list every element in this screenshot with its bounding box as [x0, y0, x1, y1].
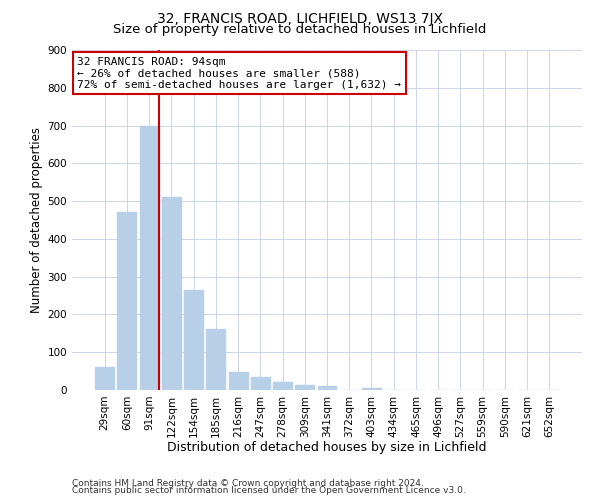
Bar	[229, 372, 248, 390]
Bar	[162, 198, 181, 390]
Text: Contains HM Land Registry data © Crown copyright and database right 2024.: Contains HM Land Registry data © Crown c…	[72, 478, 424, 488]
Bar	[118, 212, 136, 390]
Text: Contains public sector information licensed under the Open Government Licence v3: Contains public sector information licen…	[72, 486, 466, 495]
Bar	[95, 368, 114, 390]
Bar	[184, 290, 203, 390]
Bar	[251, 377, 270, 390]
Bar	[295, 386, 314, 390]
Bar	[317, 386, 337, 390]
Text: 32, FRANCIS ROAD, LICHFIELD, WS13 7JX: 32, FRANCIS ROAD, LICHFIELD, WS13 7JX	[157, 12, 443, 26]
Bar	[362, 388, 381, 390]
Bar	[206, 329, 225, 390]
Text: 32 FRANCIS ROAD: 94sqm
← 26% of detached houses are smaller (588)
72% of semi-de: 32 FRANCIS ROAD: 94sqm ← 26% of detached…	[77, 57, 401, 90]
Bar	[140, 126, 158, 390]
Text: Size of property relative to detached houses in Lichfield: Size of property relative to detached ho…	[113, 22, 487, 36]
Y-axis label: Number of detached properties: Number of detached properties	[31, 127, 43, 313]
Bar	[273, 382, 292, 390]
X-axis label: Distribution of detached houses by size in Lichfield: Distribution of detached houses by size …	[167, 441, 487, 454]
